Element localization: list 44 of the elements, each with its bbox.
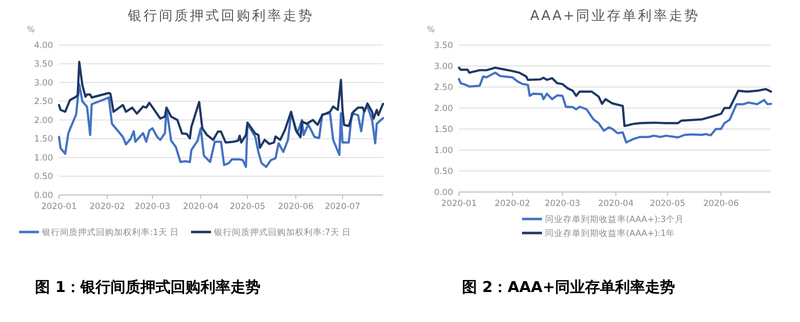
legend-label: 银行间质押式回购加权利率:7天 日: [213, 226, 351, 238]
line-series: [458, 72, 772, 144]
chart-title: AAA+同业存单利率走势: [530, 8, 700, 24]
y-axis-title: %: [427, 25, 435, 34]
x-tick-label: 2020-07: [324, 202, 360, 212]
y-tick-label: 1.50: [34, 134, 53, 145]
caption: 图 1：银行间质押式回购利率走势: [35, 278, 261, 296]
y-tick-label: 0.00: [34, 190, 53, 201]
x-tick-label: 2020-05: [230, 202, 266, 212]
y-tick-label: 3.00: [434, 62, 453, 72]
y-tick-label: 3.50: [34, 60, 53, 70]
x-tick-label: 2020-03: [544, 199, 580, 209]
line-series: [458, 66, 772, 128]
y-axis-title: %: [27, 25, 35, 34]
caption: 图 2：AAA+同业存单利率走势: [462, 278, 676, 296]
x-tick-label: 2020-01: [441, 199, 477, 209]
y-tick-label: 3.00: [34, 78, 53, 88]
x-tick-label: 2020-02: [494, 199, 530, 209]
y-tick-label: 2.50: [434, 82, 453, 93]
x-tick-label: 2020-01: [41, 202, 77, 212]
y-tick-label: 2.00: [34, 116, 53, 126]
x-tick-label: 2020-04: [598, 199, 634, 209]
legend-label: 银行间质押式回购加权利率:1天 日: [41, 226, 179, 238]
y-tick-label: 1.50: [434, 124, 453, 135]
y-tick-label: 0.50: [34, 172, 53, 182]
line-series: [58, 83, 384, 168]
x-tick-label: 2020-06: [278, 202, 314, 212]
x-tick-label: 2020-06: [703, 199, 739, 209]
chart-title: 银行间质押式回购利率走势: [127, 8, 314, 24]
legend-label: 同业存单到期收益率(AAA+):1年: [545, 228, 675, 239]
y-tick-label: 3.50: [434, 40, 453, 51]
x-tick-label: 2020-04: [182, 202, 219, 212]
x-tick-label: 2020-02: [90, 202, 126, 212]
y-tick-label: 1.00: [434, 146, 453, 156]
y-tick-label: 0.50: [434, 166, 453, 177]
x-tick-label: 2020-05: [650, 199, 686, 209]
legend-label: 同业存单到期收益率(AAA+):3个月: [545, 214, 684, 225]
y-tick-label: 4.00: [34, 40, 53, 51]
y-tick-label: 2.00: [434, 104, 453, 114]
y-tick-label: 1.00: [34, 153, 53, 164]
y-tick-label: 0.00: [434, 188, 453, 198]
line-series: [58, 60, 384, 149]
x-tick-label: 2020-03: [134, 202, 170, 212]
y-tick-label: 2.50: [34, 97, 53, 108]
